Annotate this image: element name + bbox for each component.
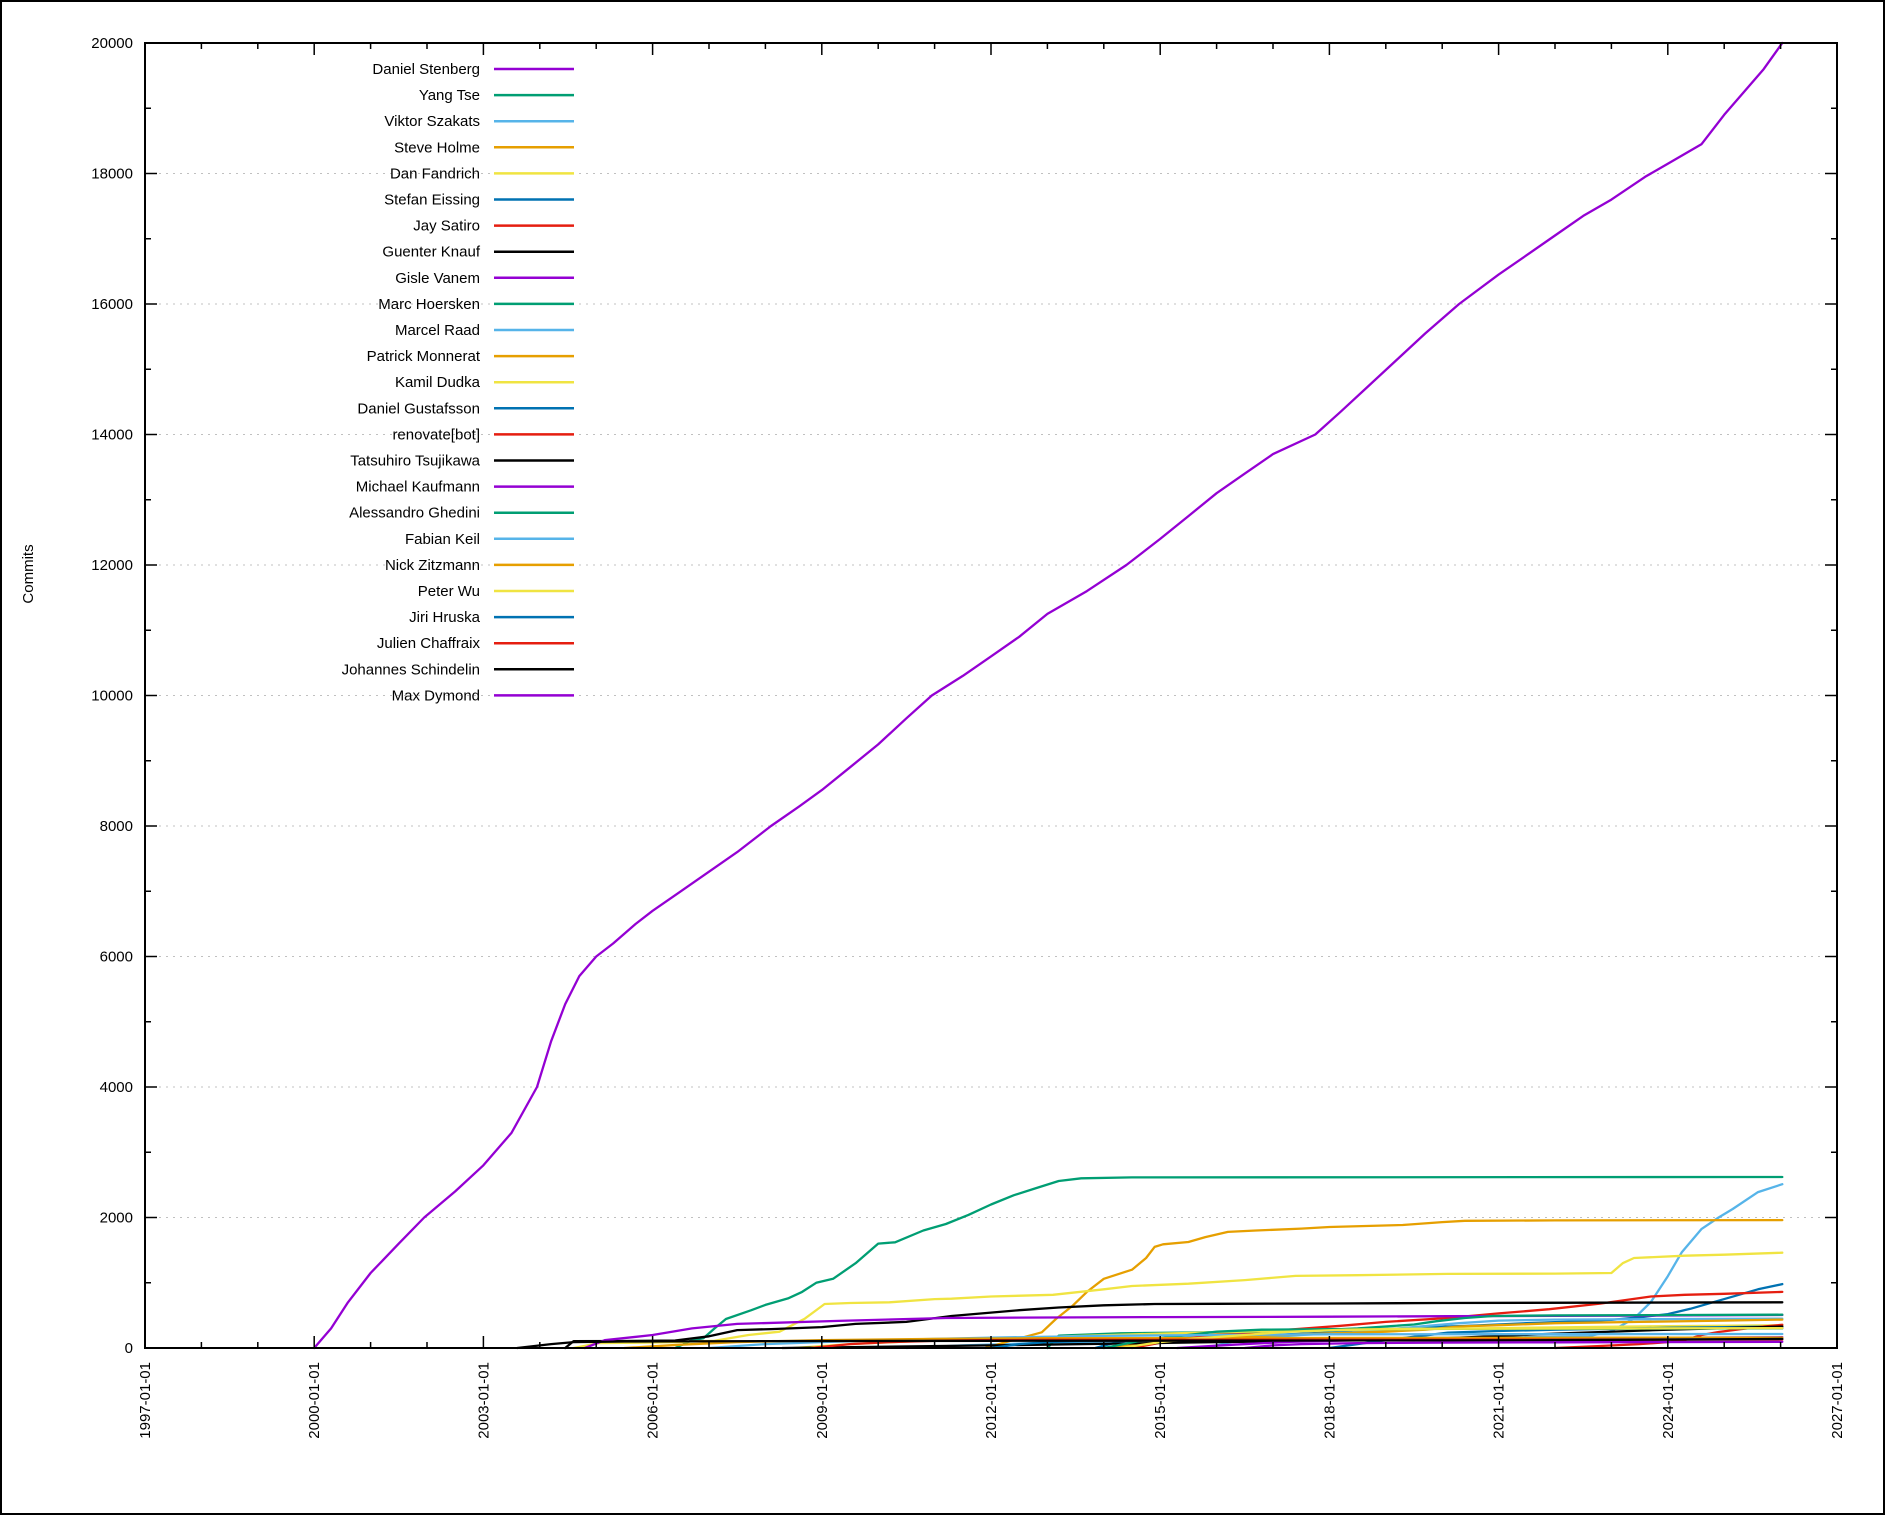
y-tick-label: 2000	[100, 1210, 133, 1227]
legend-label: Yang Tse	[419, 87, 480, 104]
y-tick-label: 20000	[91, 35, 133, 52]
legend-item-dan-fandrich: Dan Fandrich	[390, 165, 574, 182]
y-tick-label: 14000	[91, 427, 133, 444]
x-tick-label: 2006-01-01	[645, 1362, 662, 1439]
legend-label: Daniel Gustafsson	[357, 400, 480, 417]
x-tick-label: 2000-01-01	[306, 1362, 323, 1439]
legend-label: Guenter Knauf	[382, 244, 480, 261]
legend-label: renovate[bot]	[392, 426, 480, 443]
legend-item-marcel-raad: Marcel Raad	[395, 322, 574, 339]
y-tick-label: 16000	[91, 296, 133, 313]
legend-item-max-dymond: Max Dymond	[392, 687, 574, 704]
legend-label: Alessandro Ghedini	[349, 505, 480, 522]
x-tick-label: 1997-01-01	[137, 1362, 154, 1439]
x-tick-label: 2021-01-01	[1491, 1362, 1508, 1439]
legend-item-michael-kaufmann: Michael Kaufmann	[356, 479, 574, 496]
x-tick-label: 2027-01-01	[1829, 1362, 1846, 1439]
legend-item-johannes-schindelin: Johannes Schindelin	[342, 661, 574, 678]
legend-label: Daniel Stenberg	[372, 61, 480, 78]
y-tick-label: 4000	[100, 1079, 133, 1096]
legend-item-kamil-dudka: Kamil Dudka	[395, 374, 574, 391]
legend-item-tatsuhiro-tsujikawa: Tatsuhiro Tsujikawa	[350, 453, 574, 470]
legend-label: Marc Hoersken	[378, 296, 480, 313]
y-axis-title: Commits	[20, 544, 37, 603]
legend-label: Jay Satiro	[413, 218, 480, 235]
legend-label: Dan Fandrich	[390, 165, 480, 182]
legend-item-peter-wu: Peter Wu	[418, 583, 574, 600]
legend-item-guenter-knauf: Guenter Knauf	[382, 244, 574, 261]
legend-item-marc-hoersken: Marc Hoersken	[378, 296, 574, 313]
legend-item-alessandro-ghedini: Alessandro Ghedini	[349, 505, 574, 522]
legend-label: Patrick Monnerat	[367, 348, 481, 365]
x-tick-label: 2012-01-01	[983, 1362, 1000, 1439]
y-tick-label: 12000	[91, 557, 133, 574]
legend-label: Gisle Vanem	[395, 270, 480, 287]
legend-item-julien-chaffraix: Julien Chaffraix	[377, 635, 574, 652]
y-tick-label: 8000	[100, 818, 133, 835]
series-line-marc-hoersken	[1046, 1313, 1784, 1350]
legend-label: Max Dymond	[392, 687, 480, 704]
x-tick-label: 2018-01-01	[1321, 1362, 1338, 1439]
legend: Daniel Stenberg Yang Tse Viktor Szakats Ste…	[342, 61, 574, 704]
legend-item-patrick-monnerat: Patrick Monnerat	[367, 348, 574, 365]
series-line-dan-fandrich	[572, 1251, 1784, 1350]
series-line-yang-tse	[674, 1175, 1784, 1350]
series-line-daniel-stenberg	[313, 41, 1784, 1350]
legend-item-jiri-hruska: Jiri Hruska	[409, 609, 574, 626]
legend-item-jay-satiro: Jay Satiro	[413, 218, 574, 235]
legend-label: Marcel Raad	[395, 322, 480, 339]
y-tick-label: 6000	[100, 949, 133, 966]
legend-item-stefan-eissing: Stefan Eissing	[384, 192, 574, 209]
series-line-viktor-szakats	[905, 1183, 1784, 1350]
legend-label: Peter Wu	[418, 583, 480, 600]
legend-item-renovate-bot: renovate[bot]	[392, 426, 574, 443]
x-tick-label: 2003-01-01	[475, 1362, 492, 1439]
series-lines	[313, 41, 1784, 1350]
x-tick-labels: 1997-01-01 2000-01-01 2003-01-01 2006-01-01…	[137, 1362, 1846, 1439]
legend-label: Nick Zitzmann	[385, 557, 480, 574]
legend-label: Fabian Keil	[405, 531, 480, 548]
y-tick-labels: 0 2000 4000 6000 8000 10000 12000 14000 16000 180…	[91, 35, 133, 1357]
y-tick-label: 18000	[91, 166, 133, 183]
y-tick-label: 0	[125, 1340, 133, 1357]
legend-label: Kamil Dudka	[395, 374, 481, 391]
x-tick-label: 2024-01-01	[1660, 1362, 1677, 1439]
legend-item-fabian-keil: Fabian Keil	[405, 531, 574, 548]
legend-label: Johannes Schindelin	[342, 661, 480, 678]
legend-item-viktor-szakats: Viktor Szakats	[384, 113, 574, 130]
y-tick-label: 10000	[91, 688, 133, 705]
legend-label: Steve Holme	[394, 139, 480, 156]
series-line-johannes-schindelin	[516, 1337, 1784, 1350]
x-tick-label: 2015-01-01	[1152, 1362, 1169, 1439]
gridlines	[145, 173, 1837, 1218]
legend-item-yang-tse: Yang Tse	[419, 87, 574, 104]
axis-ticks	[144, 42, 1838, 1349]
legend-label: Jiri Hruska	[409, 609, 480, 626]
series-line-steve-holme	[984, 1218, 1784, 1350]
legend-item-daniel-gustafsson: Daniel Gustafsson	[357, 400, 574, 417]
legend-label: Stefan Eissing	[384, 192, 480, 209]
legend-label: Michael Kaufmann	[356, 479, 480, 496]
x-tick-label: 2009-01-01	[814, 1362, 831, 1439]
legend-item-daniel-stenberg: Daniel Stenberg	[372, 61, 574, 78]
legend-label: Julien Chaffraix	[377, 635, 481, 652]
legend-label: Tatsuhiro Tsujikawa	[350, 453, 480, 470]
legend-item-nick-zitzmann: Nick Zitzmann	[385, 557, 574, 574]
legend-item-gisle-vanem: Gisle Vanem	[395, 270, 574, 287]
legend-item-steve-holme: Steve Holme	[394, 139, 574, 156]
legend-label: Viktor Szakats	[384, 113, 480, 130]
